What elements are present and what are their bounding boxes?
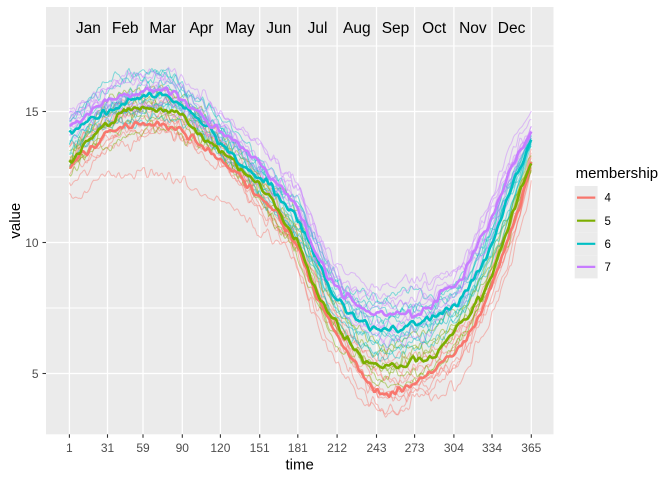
svg-text:6: 6	[605, 239, 611, 251]
svg-text:120: 120	[210, 441, 230, 455]
svg-text:4: 4	[605, 193, 612, 205]
svg-text:Apr: Apr	[189, 20, 213, 37]
svg-text:Feb: Feb	[112, 20, 139, 37]
svg-text:31: 31	[101, 441, 115, 455]
svg-text:5: 5	[605, 216, 611, 228]
svg-text:time: time	[286, 457, 314, 474]
svg-text:7: 7	[605, 262, 611, 274]
svg-text:243: 243	[366, 441, 386, 455]
svg-text:Mar: Mar	[149, 20, 176, 37]
svg-text:90: 90	[176, 441, 190, 455]
svg-text:273: 273	[405, 441, 425, 455]
svg-text:212: 212	[327, 441, 347, 455]
svg-text:value: value	[7, 203, 24, 239]
svg-text:1: 1	[66, 441, 73, 455]
svg-text:membership: membership	[576, 165, 659, 182]
svg-text:334: 334	[482, 441, 502, 455]
svg-text:15: 15	[25, 105, 39, 119]
svg-text:Nov: Nov	[459, 20, 487, 37]
svg-text:Jul: Jul	[308, 20, 328, 37]
svg-text:May: May	[225, 20, 255, 37]
svg-text:Oct: Oct	[422, 20, 447, 37]
svg-text:Aug: Aug	[343, 20, 371, 37]
svg-text:365: 365	[521, 441, 541, 455]
svg-text:304: 304	[444, 441, 464, 455]
svg-text:Jan: Jan	[76, 20, 101, 37]
svg-text:Sep: Sep	[382, 20, 410, 37]
svg-text:10: 10	[25, 236, 39, 250]
svg-text:151: 151	[250, 441, 270, 455]
svg-text:5: 5	[32, 367, 39, 381]
svg-text:59: 59	[136, 441, 150, 455]
svg-text:Dec: Dec	[498, 20, 526, 37]
svg-text:181: 181	[288, 441, 308, 455]
svg-text:Jun: Jun	[266, 20, 291, 37]
